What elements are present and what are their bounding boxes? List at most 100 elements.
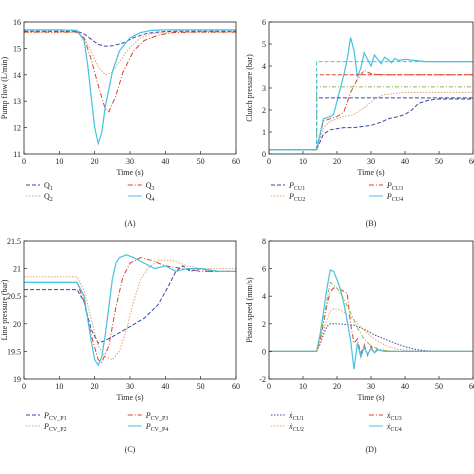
series-line-3-0 bbox=[269, 323, 473, 352]
x-axis-label: Time (s) bbox=[116, 168, 143, 177]
legend-label: PCV_P2 bbox=[43, 422, 67, 433]
x-tick-label: 50 bbox=[197, 157, 205, 166]
x-tick-label: 20 bbox=[333, 157, 341, 166]
legend-label: PCV_P4 bbox=[145, 422, 169, 433]
y-tick-label: 4 bbox=[262, 292, 266, 301]
series-line-3-4 bbox=[269, 281, 473, 352]
y-tick-label: 19.5 bbox=[7, 347, 21, 356]
x-tick-label: 30 bbox=[126, 157, 134, 166]
y-tick-label: 15 bbox=[13, 44, 21, 53]
x-axis-label: Time (s) bbox=[116, 393, 143, 402]
legend-label: Q2 bbox=[44, 192, 53, 203]
x-tick-label: 0 bbox=[22, 157, 26, 166]
x-tick-label: 20 bbox=[91, 157, 99, 166]
y-tick-label: 2 bbox=[262, 320, 266, 329]
series-line-1-7 bbox=[269, 61, 473, 151]
panel-label: (C) bbox=[125, 445, 136, 454]
y-tick-label: 3 bbox=[262, 84, 266, 93]
panel-label: (A) bbox=[124, 219, 135, 228]
series-line-2-1 bbox=[24, 259, 236, 361]
series-line-0-2 bbox=[24, 31, 236, 113]
series-line-3-2 bbox=[269, 287, 473, 358]
y-tick-label: 6 bbox=[262, 18, 266, 27]
series-line-2-0 bbox=[24, 265, 236, 344]
x-tick-label: 50 bbox=[435, 382, 443, 391]
series-line-0-3 bbox=[24, 29, 236, 146]
x-tick-label: 40 bbox=[161, 382, 169, 391]
series-line-2-3 bbox=[24, 254, 236, 367]
series-line-1-1 bbox=[269, 91, 473, 151]
legend-label: ẋCU1 bbox=[288, 411, 304, 422]
x-tick-label: 40 bbox=[161, 157, 169, 166]
x-tick-label: 60 bbox=[232, 382, 240, 391]
x-tick-label: 10 bbox=[55, 157, 63, 166]
series-line-1-2 bbox=[269, 69, 473, 151]
chart-panel-1: 0 10 20 30 40 50 60 0 1 2 3 4 5 6 Time (s) Clutch press… bbox=[245, 18, 474, 228]
x-tick-label: 40 bbox=[401, 382, 409, 391]
plot-frame bbox=[23, 21, 237, 155]
series-line-1-4 bbox=[269, 97, 473, 151]
y-tick-label: 4 bbox=[262, 62, 266, 71]
legend-label: ẋCU2 bbox=[288, 422, 304, 433]
legend-label: PCU3 bbox=[386, 181, 403, 192]
panel-label: (B) bbox=[366, 219, 377, 228]
y-tick-label: 0 bbox=[262, 150, 266, 159]
y-tick-label: 1 bbox=[262, 128, 266, 137]
x-tick-label: 60 bbox=[232, 157, 240, 166]
y-tick-label: -2 bbox=[259, 375, 266, 384]
x-tick-label: 0 bbox=[267, 382, 271, 391]
x-tick-label: 60 bbox=[469, 382, 474, 391]
x-tick-label: 0 bbox=[267, 157, 271, 166]
series-line-1-3 bbox=[269, 37, 473, 151]
plot-frame bbox=[268, 21, 474, 155]
y-axis-label: Piston speed (mm/s) bbox=[245, 277, 254, 343]
series-line-1-6 bbox=[269, 74, 473, 151]
legend-label: PCV_P1 bbox=[43, 411, 67, 422]
legend-label: Q1 bbox=[44, 181, 53, 192]
y-tick-label: 11 bbox=[13, 150, 21, 159]
plot-frame bbox=[23, 240, 237, 380]
panel-label: (D) bbox=[365, 445, 376, 454]
chart-panel-0: 0 10 20 30 40 50 60 11 12 13 14 15 16 Time (s) Pump fl… bbox=[0, 18, 240, 228]
x-tick-label: 10 bbox=[299, 157, 307, 166]
y-tick-label: 6 bbox=[262, 265, 266, 274]
y-tick-label: 20.5 bbox=[7, 292, 21, 301]
x-tick-label: 30 bbox=[367, 157, 375, 166]
x-tick-label: 20 bbox=[333, 382, 341, 391]
x-tick-label: 30 bbox=[367, 382, 375, 391]
x-tick-label: 0 bbox=[22, 382, 26, 391]
x-tick-label: 10 bbox=[299, 382, 307, 391]
x-tick-label: 10 bbox=[55, 382, 63, 391]
legend-label: ẋCU4 bbox=[386, 422, 402, 433]
legend-label: PCU1 bbox=[288, 181, 305, 192]
series-line-0-0 bbox=[24, 30, 236, 47]
series-line-0-1 bbox=[24, 32, 236, 76]
y-axis-label: Line pressure (bar) bbox=[0, 279, 9, 340]
plot-frame bbox=[268, 240, 474, 380]
chart-panel-2: 0 10 20 30 40 50 60 19 19.5 20 20.5 21 21.5 Time (s) L… bbox=[0, 237, 240, 454]
series-line-1-0 bbox=[269, 98, 473, 151]
y-tick-label: 20 bbox=[13, 320, 21, 329]
x-tick-label: 40 bbox=[401, 157, 409, 166]
y-tick-label: 21 bbox=[13, 265, 21, 274]
y-tick-label: 5 bbox=[262, 40, 266, 49]
legend-label: Q4 bbox=[146, 192, 155, 203]
y-tick-label: 8 bbox=[262, 237, 266, 246]
x-tick-label: 50 bbox=[435, 157, 443, 166]
series-line-2-2 bbox=[24, 257, 236, 364]
x-tick-label: 20 bbox=[91, 382, 99, 391]
y-axis-label: Clutch pressure (bar) bbox=[245, 54, 254, 122]
y-tick-label: 13 bbox=[13, 97, 21, 106]
x-axis-label: Time (s) bbox=[357, 393, 384, 402]
y-tick-label: 0 bbox=[262, 347, 266, 356]
x-tick-label: 60 bbox=[469, 157, 474, 166]
legend-label: Q3 bbox=[146, 181, 155, 192]
y-tick-label: 21.5 bbox=[7, 237, 21, 246]
y-tick-label: 19 bbox=[13, 375, 21, 384]
y-tick-label: 12 bbox=[13, 124, 21, 133]
x-tick-label: 30 bbox=[126, 382, 134, 391]
x-axis-label: Time (s) bbox=[357, 168, 384, 177]
y-tick-label: 16 bbox=[13, 18, 21, 27]
y-tick-label: 2 bbox=[262, 106, 266, 115]
